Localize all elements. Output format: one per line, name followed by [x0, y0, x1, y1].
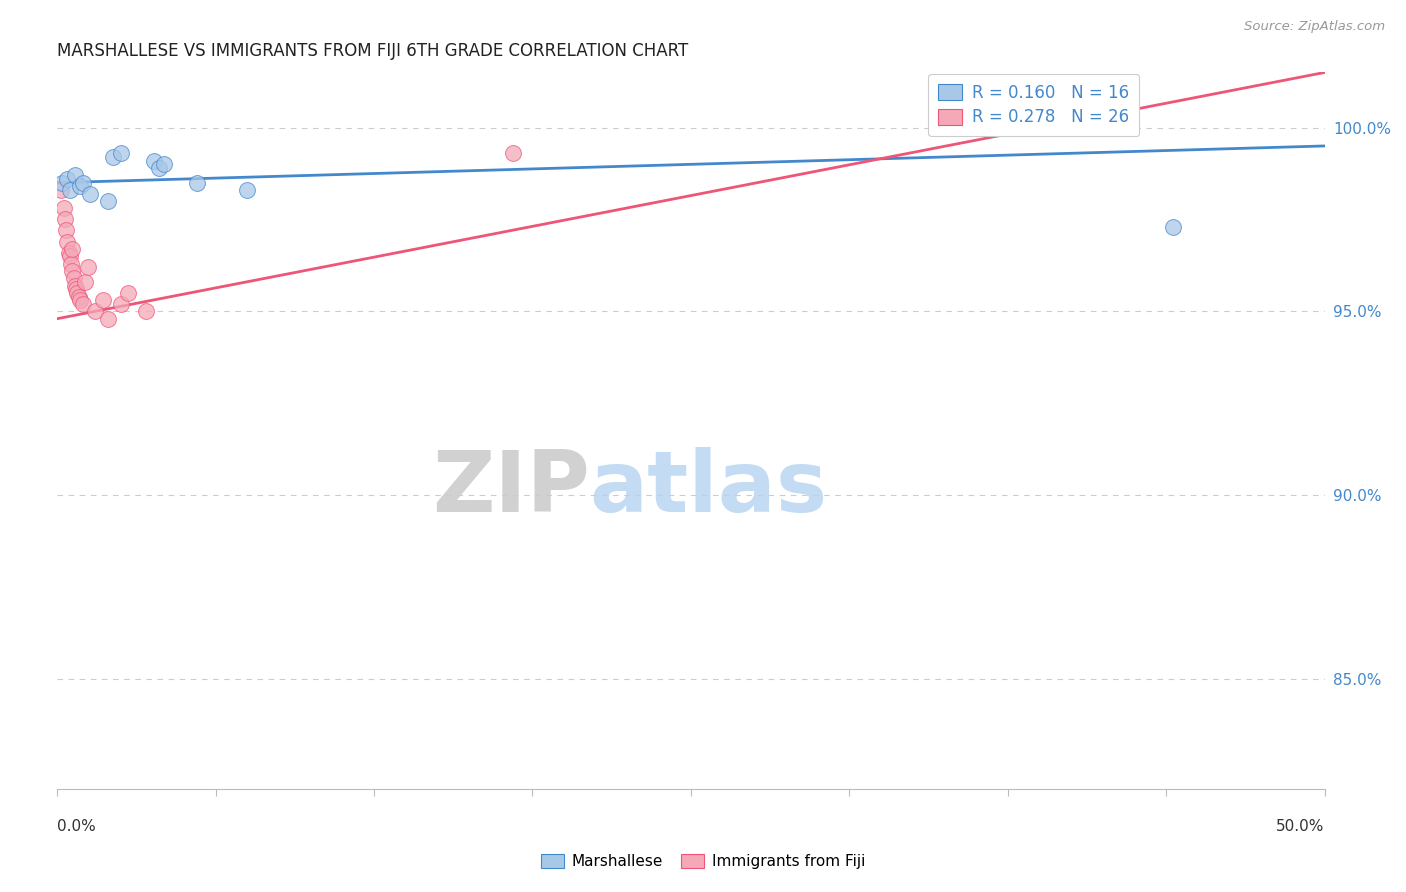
Point [65, 282, 87, 296]
Point [502, 146, 524, 161]
Point [135, 304, 157, 318]
Point [91, 293, 114, 308]
Point [148, 161, 170, 175]
Point [142, 153, 165, 168]
Point [101, 150, 124, 164]
Point [69, 179, 91, 194]
Point [110, 146, 132, 161]
Point [76, 260, 98, 275]
Point [117, 285, 139, 300]
Point [51, 176, 73, 190]
Point [67, 290, 90, 304]
Point [84, 304, 107, 318]
Point [79, 186, 101, 201]
Legend: R = 0.160   N = 16, R = 0.278   N = 26: R = 0.160 N = 16, R = 0.278 N = 26 [928, 74, 1139, 136]
Point [52, 202, 75, 216]
Point [63, 169, 86, 183]
Point [69, 293, 91, 308]
Point [59, 249, 82, 263]
Point [63, 278, 86, 293]
Point [97, 194, 120, 208]
Text: atlas: atlas [589, 447, 828, 530]
Text: ZIP: ZIP [432, 447, 589, 530]
Point [110, 297, 132, 311]
Point [186, 176, 208, 190]
Point [53, 212, 76, 227]
Point [236, 183, 259, 197]
Point [75, 275, 97, 289]
Point [59, 183, 82, 197]
Point [66, 285, 89, 300]
Point [97, 311, 120, 326]
Text: 50.0%: 50.0% [1277, 819, 1324, 834]
Point [56, 172, 79, 186]
Point [152, 157, 174, 171]
Point [55, 223, 77, 237]
Point [72, 176, 94, 190]
Point [56, 235, 79, 249]
Point [62, 271, 84, 285]
Text: Source: ZipAtlas.com: Source: ZipAtlas.com [1244, 20, 1385, 33]
Point [60, 264, 83, 278]
Point [1161, 219, 1184, 234]
Text: 0.0%: 0.0% [58, 819, 96, 834]
Legend: Marshallese, Immigrants from Fiji: Marshallese, Immigrants from Fiji [534, 847, 872, 875]
Point [72, 297, 94, 311]
Point [60, 242, 83, 256]
Point [58, 245, 80, 260]
Point [60, 256, 83, 270]
Point [49, 183, 72, 197]
Text: MARSHALLESE VS IMMIGRANTS FROM FIJI 6TH GRADE CORRELATION CHART: MARSHALLESE VS IMMIGRANTS FROM FIJI 6TH … [58, 42, 689, 60]
